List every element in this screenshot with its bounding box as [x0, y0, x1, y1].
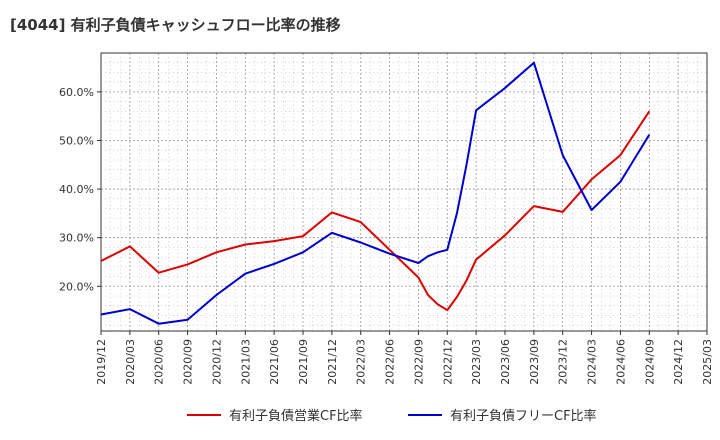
y-tick-label: 60.0% [59, 86, 94, 99]
y-tick-label: 50.0% [59, 134, 94, 147]
y-axis: 20.0% 30.0% 40.0% 50.0% 60.0% [59, 86, 101, 293]
x-tick-label: 2021/03 [239, 339, 252, 385]
grid-layer [100, 52, 708, 331]
x-tick-label: 2020/09 [182, 339, 195, 385]
x-tick-label: 2020/06 [153, 339, 166, 385]
y-tick-label: 40.0% [59, 183, 94, 196]
x-tick-label: 2020/03 [124, 339, 137, 385]
x-tick-label: 2023/06 [499, 339, 512, 385]
legend: 有利子負債営業CF比率 有利子負債フリーCF比率 [187, 408, 597, 424]
x-tick-label: 2023/09 [528, 339, 541, 385]
x-tick-label: 2021/09 [297, 339, 310, 385]
x-tick-label: 2022/09 [412, 339, 425, 385]
chart-title: [4044] 有利子負債キャッシュフロー比率の推移 [10, 16, 341, 34]
plot-background [101, 53, 707, 331]
series-line-1 [100, 110, 651, 312]
x-axis: 2019/12 2020/03 2020/06 2020/09 2020/12 2021/… [95, 331, 714, 385]
x-tick-label: 2024/09 [643, 339, 656, 385]
x-tick-label: 2022/12 [441, 339, 454, 385]
x-tick-label: 2021/06 [268, 339, 281, 385]
series-line-2 [100, 61, 651, 325]
y-tick-label: 30.0% [59, 232, 94, 245]
plot-frame [100, 52, 708, 332]
x-tick-label: 2024/12 [672, 339, 685, 385]
y-tick-label: 20.0% [59, 280, 94, 293]
x-tick-label: 2021/12 [326, 339, 339, 385]
x-tick-label: 2020/12 [210, 339, 223, 385]
x-tick-label: 2022/03 [355, 339, 368, 385]
x-tick-label: 2024/03 [586, 339, 599, 385]
x-tick-label: 2019/12 [95, 339, 108, 385]
x-tick-label: 2025/03 [701, 339, 714, 385]
x-tick-label: 2024/06 [614, 339, 627, 385]
legend-label-2: 有利子負債フリーCF比率 [450, 408, 597, 424]
x-tick-label: 2023/12 [557, 339, 570, 385]
legend-label-1: 有利子負債営業CF比率 [229, 408, 363, 424]
series-layer [100, 61, 651, 325]
x-tick-label: 2022/06 [384, 339, 397, 385]
x-tick-label: 2023/03 [470, 339, 483, 385]
